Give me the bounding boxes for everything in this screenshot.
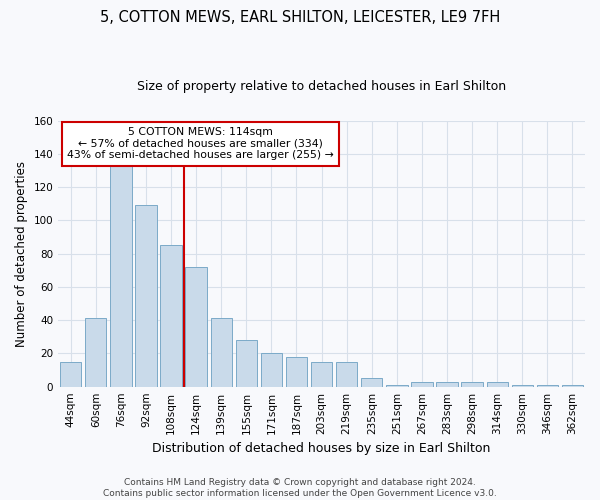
Bar xyxy=(211,318,232,386)
Text: 5, COTTON MEWS, EARL SHILTON, LEICESTER, LE9 7FH: 5, COTTON MEWS, EARL SHILTON, LEICESTER,… xyxy=(100,10,500,25)
Bar xyxy=(512,385,533,386)
Bar xyxy=(386,385,407,386)
Bar xyxy=(537,385,558,386)
Bar xyxy=(487,382,508,386)
Bar xyxy=(336,362,358,386)
Bar xyxy=(60,362,82,386)
Bar xyxy=(461,382,483,386)
Bar xyxy=(286,356,307,386)
Bar xyxy=(411,382,433,386)
Bar xyxy=(110,166,131,386)
Bar xyxy=(436,382,458,386)
Bar xyxy=(361,378,382,386)
Bar xyxy=(311,362,332,386)
Bar xyxy=(136,206,157,386)
Y-axis label: Number of detached properties: Number of detached properties xyxy=(15,160,28,346)
Bar xyxy=(236,340,257,386)
Text: Contains HM Land Registry data © Crown copyright and database right 2024.
Contai: Contains HM Land Registry data © Crown c… xyxy=(103,478,497,498)
Bar xyxy=(185,267,207,386)
Bar xyxy=(160,246,182,386)
Title: Size of property relative to detached houses in Earl Shilton: Size of property relative to detached ho… xyxy=(137,80,506,93)
Text: 5 COTTON MEWS: 114sqm
← 57% of detached houses are smaller (334)
43% of semi-det: 5 COTTON MEWS: 114sqm ← 57% of detached … xyxy=(67,127,334,160)
X-axis label: Distribution of detached houses by size in Earl Shilton: Distribution of detached houses by size … xyxy=(152,442,491,455)
Bar xyxy=(261,354,282,386)
Bar xyxy=(85,318,106,386)
Bar xyxy=(562,385,583,386)
